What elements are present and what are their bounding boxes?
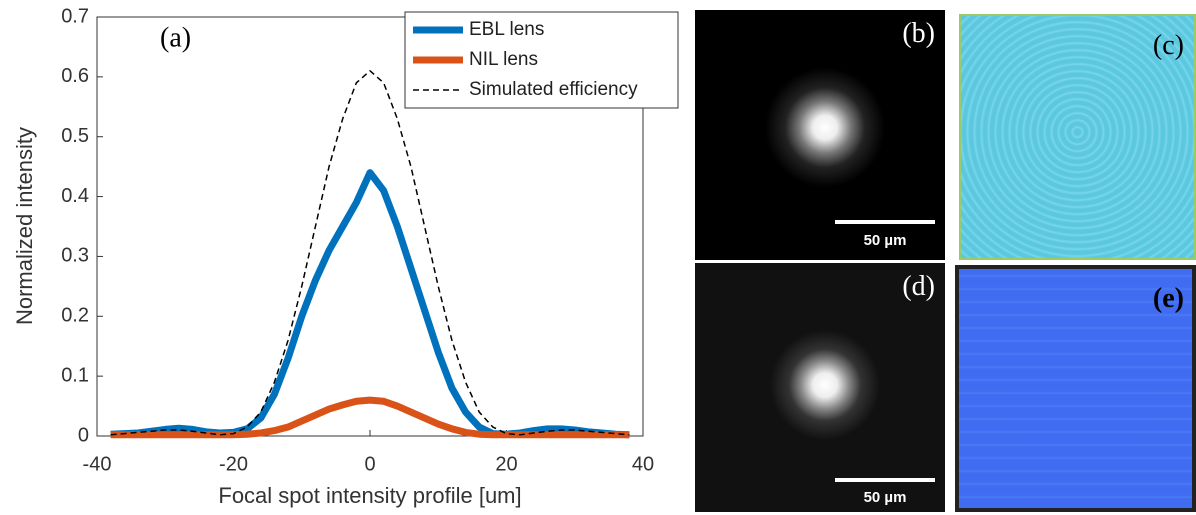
panel-label: (c) bbox=[1152, 30, 1184, 61]
x-tick-label: 40 bbox=[632, 453, 654, 475]
lens-image bbox=[959, 14, 1196, 260]
legend-label: NIL lens bbox=[469, 49, 538, 70]
x-tick-label: 0 bbox=[364, 453, 375, 475]
y-tick-label: 0.4 bbox=[61, 185, 89, 207]
series-line bbox=[110, 70, 630, 436]
y-tick-label: 0.1 bbox=[61, 364, 89, 386]
panel-label: (a) bbox=[160, 22, 191, 53]
y-tick-label: 0.7 bbox=[61, 5, 89, 27]
lens-image bbox=[959, 269, 1192, 508]
chart: (a) Focal spot intensity profile [um] No… bbox=[12, 5, 679, 508]
legend-label: Simulated efficiency bbox=[469, 79, 638, 100]
scale-bar bbox=[835, 220, 935, 224]
panel-label: (d) bbox=[902, 271, 935, 302]
y-tick-label: 0.2 bbox=[61, 305, 89, 327]
x-tick-label: 20 bbox=[495, 453, 517, 475]
panel-label: (e) bbox=[1152, 283, 1184, 314]
image-e: (e) bbox=[955, 265, 1196, 512]
y-tick-label: 0.6 bbox=[61, 65, 89, 87]
series-line bbox=[110, 169, 630, 439]
x-tick-label: -40 bbox=[83, 453, 112, 475]
x-axis-label: Focal spot intensity profile [um] bbox=[218, 483, 521, 508]
series-line bbox=[110, 396, 630, 439]
legend-label: EBL lens bbox=[469, 19, 544, 40]
image-d: (d) 50 µm bbox=[695, 263, 945, 512]
scale-bar bbox=[835, 478, 935, 482]
y-tick-label: 0.3 bbox=[61, 245, 89, 267]
y-axis-label: Normalized intensity bbox=[12, 127, 37, 325]
image-c: (c) bbox=[955, 10, 1196, 260]
panel-label: (b) bbox=[902, 18, 935, 49]
image-b: (b) 50 µm bbox=[695, 10, 945, 260]
y-tick-label: 0.5 bbox=[61, 125, 89, 147]
y-tick-label: 0 bbox=[78, 424, 89, 446]
scale-bar-label: 50 µm bbox=[863, 489, 907, 506]
x-tick-label: -20 bbox=[219, 453, 248, 475]
scale-bar-label: 50 µm bbox=[863, 232, 907, 249]
